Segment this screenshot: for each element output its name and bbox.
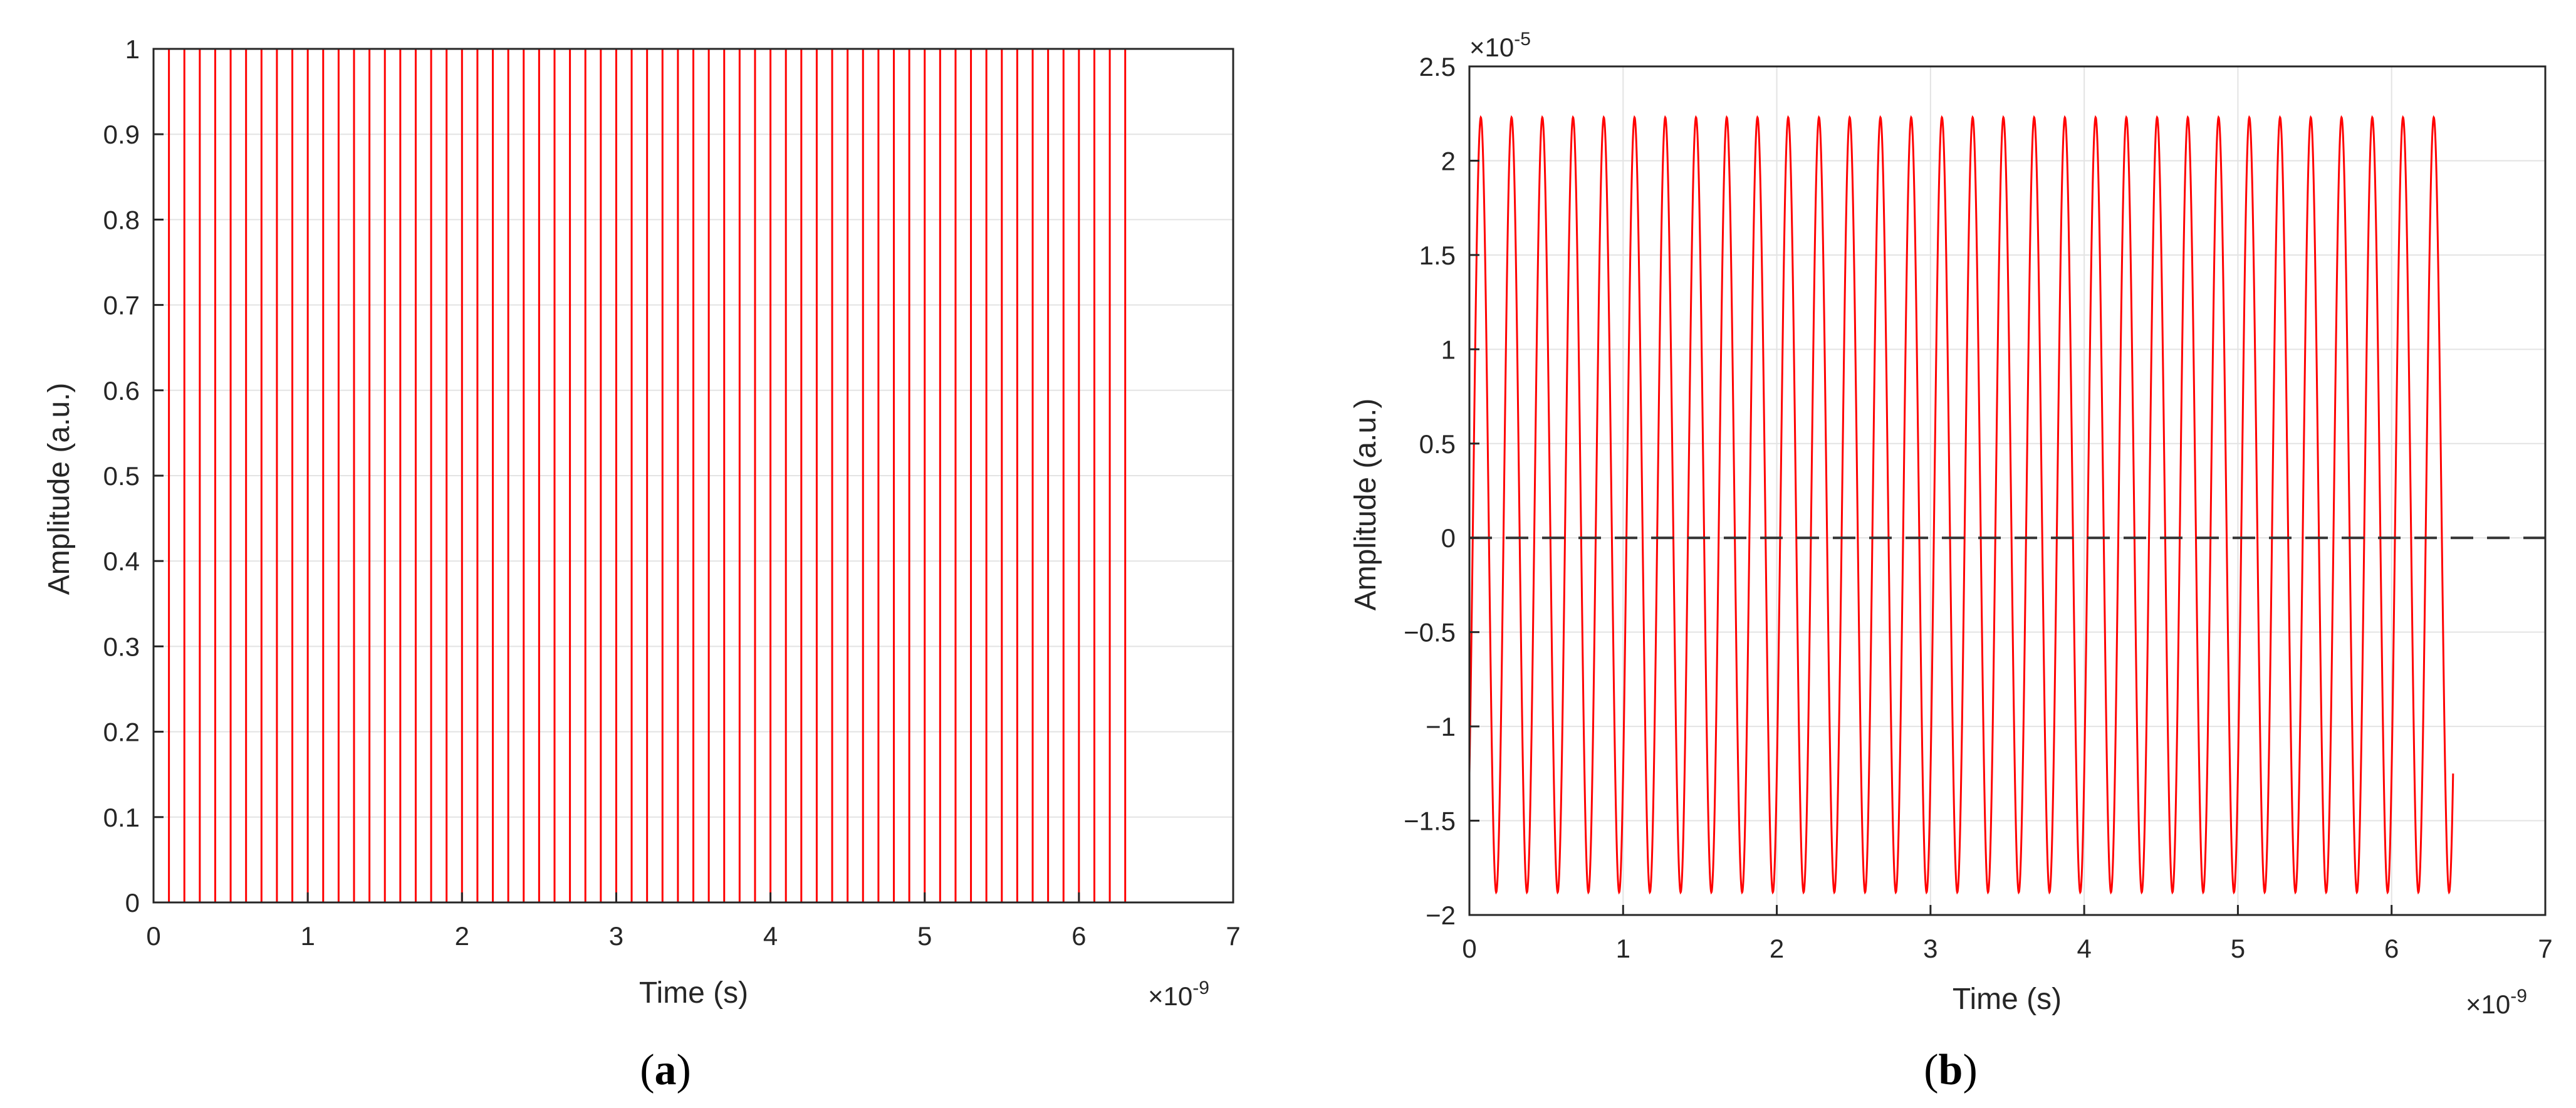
panel-a-x-tick-label: 6 <box>1072 921 1086 951</box>
panel-a-y-tick-label: 0.8 <box>103 205 140 234</box>
panel-b-x-tick-label: 4 <box>2077 934 2091 963</box>
chart-panel-a: 0 1 2 3 4 5 6 7 0 0.1 0.2 0.3 0.4 0.5 0.6 0.7 0.8 0.9 1 T… <box>43 34 1241 1094</box>
panel-b-series <box>1468 115 2545 895</box>
panel-a-x-ticks: 0 1 2 3 4 5 6 7 <box>146 892 1241 951</box>
panel-b-y-exponent: ×10-5 <box>1469 29 1531 62</box>
panel-a-y-tick-label: 0.4 <box>103 546 140 576</box>
panel-b-y-tick-label: 0 <box>1441 523 1456 553</box>
panel-b-y-tick-label: −1 <box>1426 712 1456 741</box>
panel-b-y-axis-label: Amplitude (a.u.) <box>1349 399 1382 611</box>
panel-b-x-tick-label: 1 <box>1616 934 1630 963</box>
panel-b-x-tick-label: 0 <box>1462 934 1476 963</box>
panel-a-y-tick-label: 1 <box>125 34 140 64</box>
panel-a-x-exponent: ×10-9 <box>1148 978 1209 1011</box>
panel-a-x-tick-label: 1 <box>300 921 315 951</box>
panel-b-plot-frame <box>1468 65 2547 916</box>
panel-a-y-tick-label: 0.3 <box>103 632 140 661</box>
panel-b-x-axis-label: Time (s) <box>1953 983 2062 1016</box>
panel-b-y-tick-label: −0.5 <box>1404 618 1456 647</box>
panel-b-y-tick-label: 1.5 <box>1419 241 1456 270</box>
panel-a-x-tick-label: 3 <box>609 921 623 951</box>
panel-b-x-ticks: 0 1 2 3 4 5 6 7 <box>1462 905 2553 963</box>
panel-b-y-tick-label: 2 <box>1441 146 1456 175</box>
panel-a-y-tick-label: 0.6 <box>103 376 140 405</box>
panel-a-label: (a) <box>640 1046 691 1094</box>
chart-panel-b: 0 1 2 3 4 5 6 7 −2 −1.5 −1 −0.5 0 0.5 1 1.5 2 2.5 Time (… <box>1349 29 2553 1094</box>
panel-b-x-tick-label: 2 <box>1770 934 1784 963</box>
panel-a-y-ticks: 0 0.1 0.2 0.3 0.4 0.5 0.6 0.7 0.8 0.9 1 <box>103 34 164 917</box>
panel-a-x-tick-label: 5 <box>917 921 932 951</box>
panel-a-x-tick-label: 4 <box>763 921 778 951</box>
panel-b-y-tick-label: 0.5 <box>1419 429 1456 459</box>
panel-b-sine-series <box>1468 115 2454 895</box>
panel-a-x-axis-label: Time (s) <box>639 976 748 1010</box>
panel-a-x-tick-label: 7 <box>1226 921 1240 951</box>
panel-b-y-tick-label: −2 <box>1426 901 1456 930</box>
panel-b-y-tick-label: 1 <box>1441 335 1456 364</box>
panel-b-y-tick-label: 2.5 <box>1419 52 1456 81</box>
panel-a-y-tick-label: 0.1 <box>103 803 140 832</box>
panel-b-label: (b) <box>1924 1046 1978 1094</box>
panel-b-x-exponent: ×10-9 <box>2466 986 2527 1019</box>
panel-b-x-tick-label: 3 <box>1923 934 1937 963</box>
panel-b-x-tick-label: 6 <box>2384 934 2399 963</box>
panel-b-x-tick-label: 5 <box>2231 934 2245 963</box>
panel-a-x-tick-label: 2 <box>455 921 469 951</box>
panel-a-x-tick-label: 0 <box>146 921 160 951</box>
panel-a-y-tick-label: 0 <box>125 888 140 917</box>
panel-b-x-tick-label: 7 <box>2538 934 2552 963</box>
panel-a-y-axis-label: Amplitude (a.u.) <box>43 383 76 595</box>
panel-a-y-tick-label: 0.7 <box>103 291 140 320</box>
panel-a-y-tick-label: 0.5 <box>103 461 140 491</box>
panel-a-y-tick-label: 0.9 <box>103 120 140 149</box>
panel-b-y-tick-label: −1.5 <box>1404 807 1456 836</box>
panel-b-y-ticks: −2 −1.5 −1 −0.5 0 0.5 1 1.5 2 2.5 <box>1404 52 1479 930</box>
panel-a-y-tick-label: 0.2 <box>103 718 140 747</box>
